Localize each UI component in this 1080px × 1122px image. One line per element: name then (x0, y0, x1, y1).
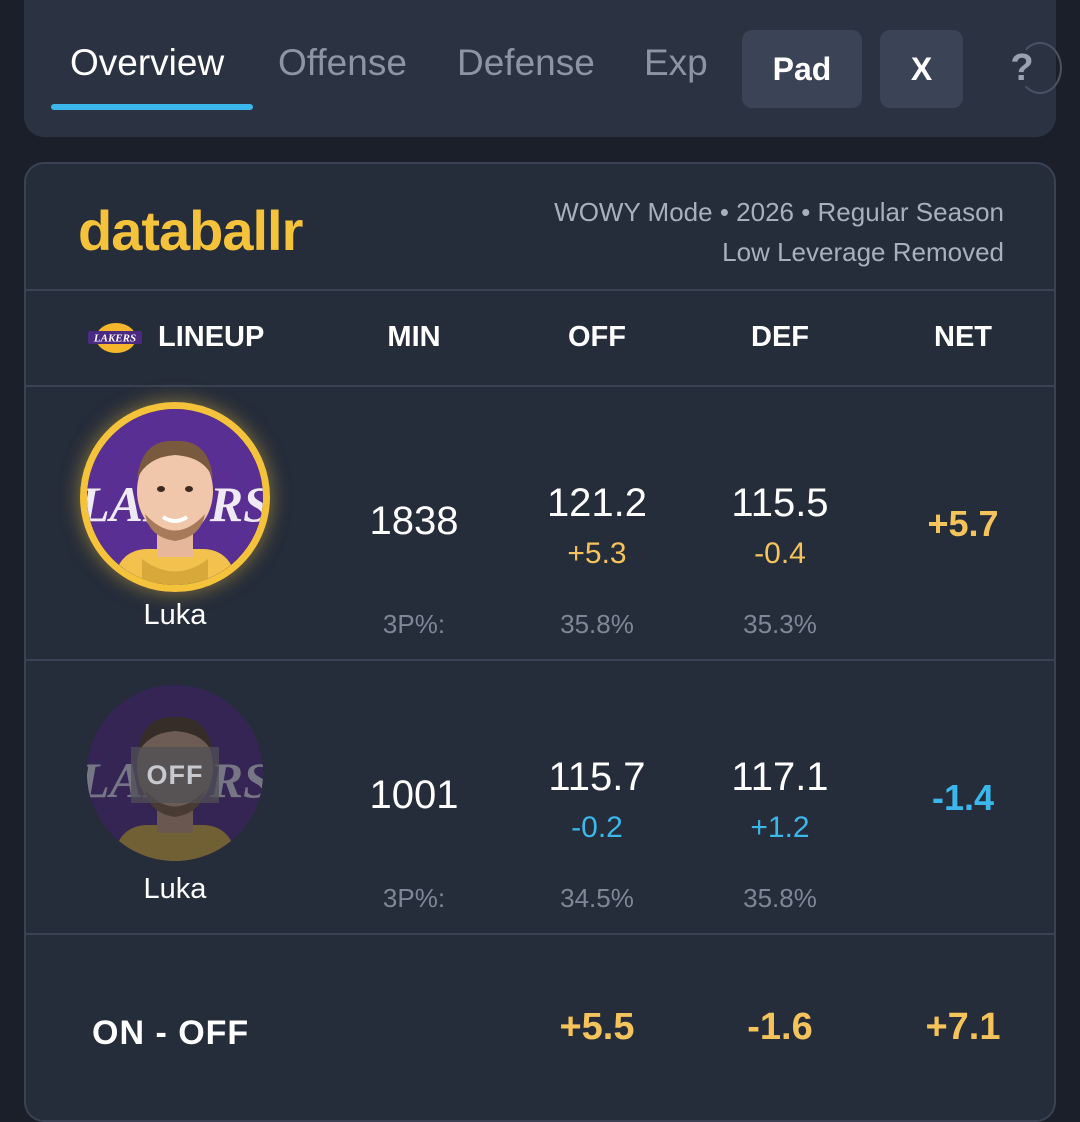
on-off-def-diff: -1.6 (747, 1006, 813, 1048)
divider (26, 659, 1054, 661)
off-rating: 121.2 (546, 481, 648, 525)
x-button[interactable]: X (880, 30, 963, 108)
on-off-off-diff: +5.5 (559, 1006, 635, 1048)
off-3p-pct: 34.5% (560, 883, 634, 913)
off-delta: +5.3 (567, 537, 627, 570)
def-rating: 117.1 (731, 755, 829, 799)
off-badge: OFF (131, 747, 219, 803)
header-min[interactable]: MIN (387, 321, 441, 353)
wowy-card: databallr WOWY Mode • 2026 • Regular Sea… (24, 162, 1056, 1122)
def-delta: +1.2 (750, 811, 810, 844)
player-photo: LAKERS (87, 409, 263, 585)
divider (26, 385, 1054, 387)
help-ring-decoration (1018, 42, 1062, 94)
tab-exp[interactable]: Exp (644, 42, 708, 83)
player-avatar-off[interactable]: LAKERS OFF (87, 685, 263, 861)
off-rating: 115.7 (548, 755, 646, 799)
svg-text:LAKERS: LAKERS (93, 333, 136, 345)
pad-button[interactable]: Pad (742, 30, 862, 108)
lakers-logo-icon: LAKERS (88, 323, 142, 353)
pct-label: 3P%: (382, 609, 446, 639)
tab-defense[interactable]: Defense (457, 42, 595, 83)
tab-offense[interactable]: Offense (278, 42, 407, 83)
brand-logo: databallr (78, 199, 303, 262)
off-3p-pct: 35.8% (560, 609, 634, 639)
min-value: 1001 (369, 773, 459, 817)
table-row-on: LAKERS Luka 1838 3P%: 121.2 +5.3 35.8% 1… (26, 387, 1054, 659)
player-name: Luka (143, 599, 207, 631)
on-off-net-diff: +7.1 (925, 1006, 1001, 1048)
net-rating: -1.4 (931, 777, 995, 818)
divider (26, 933, 1054, 935)
header-net[interactable]: NET (934, 321, 992, 353)
def-rating: 115.5 (731, 481, 829, 525)
tab-overview[interactable]: Overview (70, 42, 225, 83)
header-off[interactable]: OFF (568, 321, 626, 353)
min-value: 1838 (369, 499, 459, 543)
player-name: Luka (143, 873, 207, 905)
header-lineup: LINEUP (158, 321, 265, 353)
header-def[interactable]: DEF (751, 321, 809, 353)
net-rating: +5.7 (927, 503, 999, 544)
def-delta: -0.4 (754, 537, 806, 570)
mode-meta: WOWY Mode • 2026 • Regular Season Low Le… (554, 192, 1004, 272)
def-3p-pct: 35.8% (743, 883, 817, 913)
off-delta: -0.2 (571, 811, 623, 844)
on-off-label: ON - OFF (92, 1014, 250, 1052)
meta-line-2: Low Leverage Removed (722, 237, 1004, 267)
pct-label: 3P%: (382, 883, 446, 913)
tab-bar: Overview Offense Defense Exp Pad X ? (24, 0, 1056, 137)
def-3p-pct: 35.3% (743, 609, 817, 639)
active-tab-indicator (51, 104, 253, 110)
divider (26, 289, 1054, 291)
meta-line-1: WOWY Mode • 2026 • Regular Season (554, 197, 1004, 227)
table-row-off: LAKERS OFF Luka 1001 3P%: 115.7 -0.2 34.… (26, 661, 1054, 933)
player-avatar-on[interactable]: LAKERS (80, 402, 270, 592)
